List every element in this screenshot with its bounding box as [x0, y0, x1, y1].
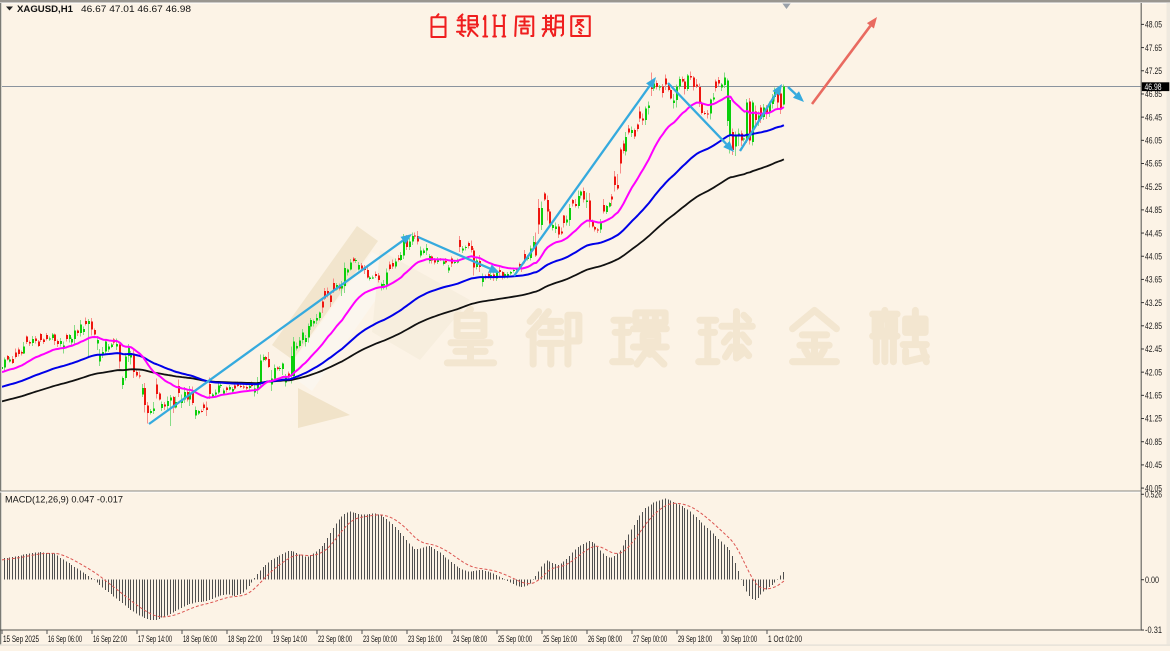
svg-text:-0.31: -0.31 [1145, 625, 1162, 635]
svg-text:44.85: 44.85 [1145, 205, 1162, 215]
svg-text:46.05: 46.05 [1145, 136, 1162, 146]
svg-text:42.45: 42.45 [1145, 344, 1162, 354]
svg-text:40.85: 40.85 [1145, 437, 1162, 447]
svg-text:23 Sep 00:00: 23 Sep 00:00 [363, 634, 397, 644]
svg-text:47.25: 47.25 [1145, 66, 1162, 76]
svg-text:22 Sep 08:00: 22 Sep 08:00 [318, 634, 352, 644]
svg-text:16 Sep 06:00: 16 Sep 06:00 [48, 634, 82, 644]
svg-text:26 Sep 08:00: 26 Sep 08:00 [588, 634, 622, 644]
svg-text:45.65: 45.65 [1145, 159, 1162, 169]
svg-text:XAGUSD,H1: XAGUSD,H1 [17, 4, 74, 15]
svg-text:24 Sep 08:00: 24 Sep 08:00 [453, 634, 487, 644]
svg-text:1 Oct 02:00: 1 Oct 02:00 [768, 634, 802, 644]
svg-text:0.526: 0.526 [1145, 489, 1162, 499]
svg-text:30 Sep 10:00: 30 Sep 10:00 [723, 634, 757, 644]
svg-text:29 Sep 18:00: 29 Sep 18:00 [678, 634, 712, 644]
svg-text:43.65: 43.65 [1145, 275, 1162, 285]
svg-text:46.67 47.01 46.67 46.98: 46.67 47.01 46.67 46.98 [81, 4, 191, 15]
svg-text:41.65: 41.65 [1145, 391, 1162, 401]
svg-text:48.05: 48.05 [1145, 20, 1162, 30]
svg-text:45.25: 45.25 [1145, 182, 1162, 192]
svg-text:17 Sep 14:00: 17 Sep 14:00 [138, 634, 172, 644]
svg-text:15 Sep 2025: 15 Sep 2025 [3, 634, 39, 644]
svg-text:MACD(12,26,9) 0.047 -0.017: MACD(12,26,9) 0.047 -0.017 [5, 495, 123, 505]
svg-text:44.05: 44.05 [1145, 251, 1162, 261]
svg-text:41.25: 41.25 [1145, 414, 1162, 424]
svg-text:42.85: 42.85 [1145, 321, 1162, 331]
svg-text:27 Sep 00:00: 27 Sep 00:00 [633, 634, 667, 644]
svg-text:25 Sep 00:00: 25 Sep 00:00 [498, 634, 532, 644]
svg-text:18 Sep 06:00: 18 Sep 06:00 [183, 634, 217, 644]
svg-text:42.05: 42.05 [1145, 367, 1162, 377]
svg-text:0.00: 0.00 [1145, 575, 1159, 585]
svg-text:43.25: 43.25 [1145, 298, 1162, 308]
svg-text:46.98: 46.98 [1145, 82, 1162, 92]
svg-text:44.45: 44.45 [1145, 228, 1162, 238]
svg-text:16 Sep 22:00: 16 Sep 22:00 [93, 634, 127, 644]
svg-text:23 Sep 16:00: 23 Sep 16:00 [408, 634, 442, 644]
svg-text:25 Sep 16:00: 25 Sep 16:00 [543, 634, 577, 644]
svg-text:18 Sep 22:00: 18 Sep 22:00 [228, 634, 262, 644]
svg-text:46.45: 46.45 [1145, 112, 1162, 122]
svg-text:40.45: 40.45 [1145, 460, 1162, 470]
svg-text:47.65: 47.65 [1145, 43, 1162, 53]
svg-text:19 Sep 14:00: 19 Sep 14:00 [273, 634, 307, 644]
